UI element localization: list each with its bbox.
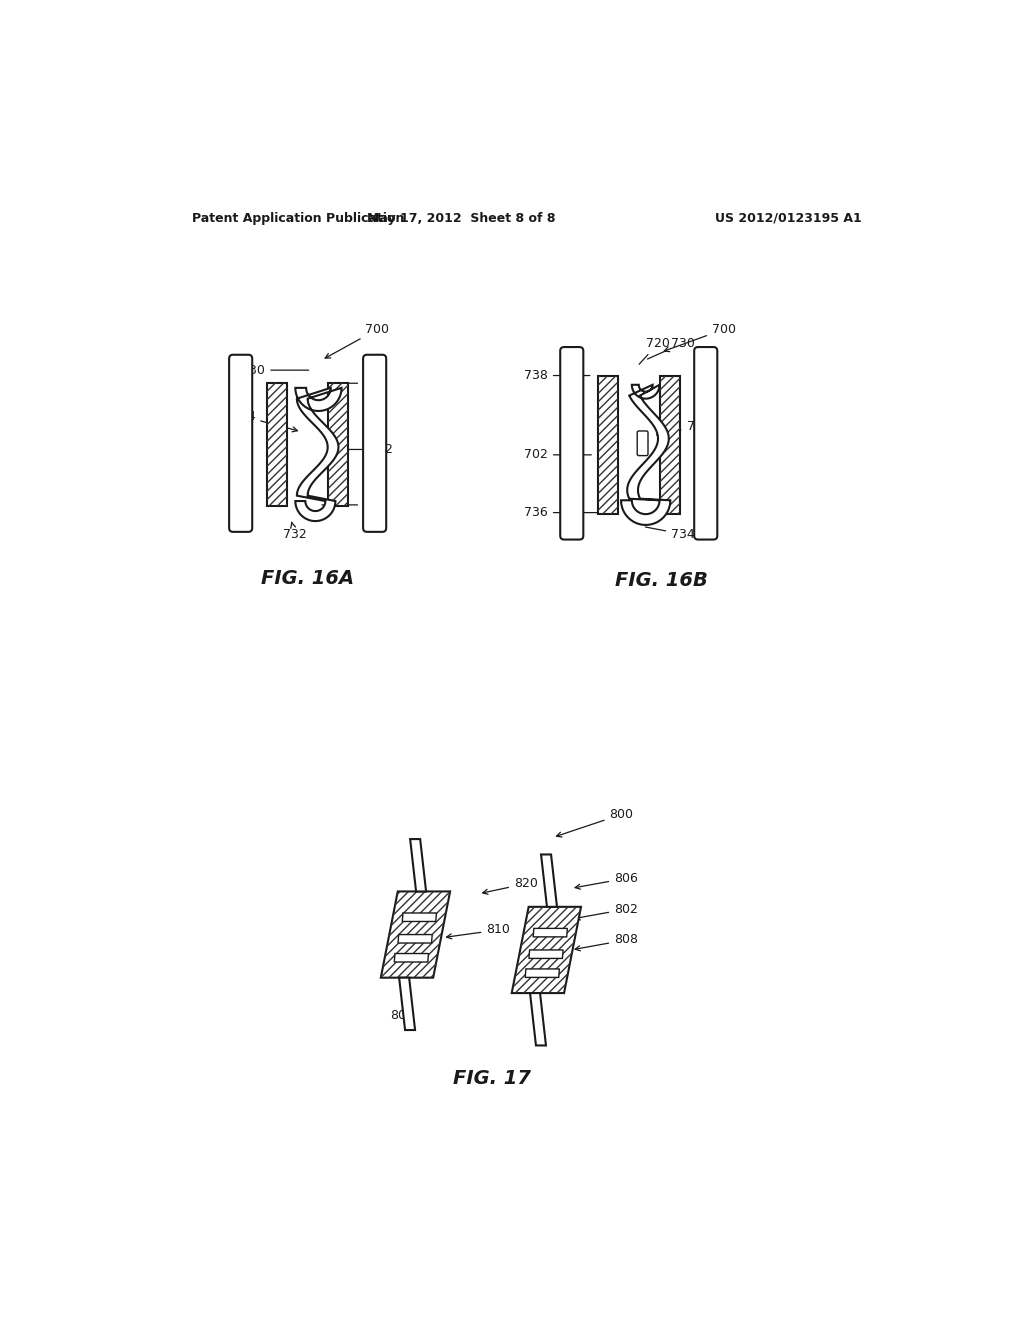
Bar [598,376,617,515]
Text: 806: 806 [575,871,638,890]
Bar [659,376,680,515]
Polygon shape [402,913,436,921]
Text: FIG. 17: FIG. 17 [454,1069,531,1088]
Text: FIG. 16B: FIG. 16B [615,570,709,590]
Text: 700: 700 [665,323,736,351]
Polygon shape [621,385,671,525]
Text: FIG. 16A: FIG. 16A [261,569,354,587]
Text: 734: 734 [645,527,695,541]
Text: 810: 810 [446,924,510,939]
Text: 800: 800 [556,808,634,837]
Bar [267,383,287,507]
Bar [267,383,287,507]
Polygon shape [534,928,567,937]
Polygon shape [530,993,546,1045]
Text: 734: 734 [231,409,297,432]
Text: 732: 732 [656,420,711,436]
Text: 738: 738 [524,370,590,381]
Polygon shape [411,840,426,891]
FancyBboxPatch shape [364,355,386,532]
Polygon shape [399,978,415,1030]
Text: US 2012/0123195 A1: US 2012/0123195 A1 [716,213,862,224]
Bar [659,376,680,515]
Text: 804: 804 [390,999,414,1022]
Bar [329,383,348,507]
Text: 720: 720 [322,499,387,511]
FancyBboxPatch shape [560,347,584,540]
Text: 738: 738 [332,376,387,389]
Text: 730: 730 [242,363,309,376]
Text: 702: 702 [524,449,591,462]
Polygon shape [512,907,581,993]
Polygon shape [541,854,557,907]
FancyBboxPatch shape [229,355,252,532]
Bar [329,383,348,507]
Text: May 17, 2012  Sheet 8 of 8: May 17, 2012 Sheet 8 of 8 [368,213,556,224]
Text: 808: 808 [575,933,638,950]
Polygon shape [525,969,559,977]
Polygon shape [398,935,432,942]
Text: 820: 820 [482,878,538,894]
FancyBboxPatch shape [694,347,717,540]
Text: 702: 702 [347,444,393,455]
Text: 720: 720 [639,337,671,364]
FancyBboxPatch shape [637,430,648,455]
Text: 730: 730 [647,337,695,359]
Polygon shape [529,950,563,958]
Text: 802: 802 [575,903,638,920]
Text: 736: 736 [524,506,605,519]
Polygon shape [295,388,342,521]
Polygon shape [394,953,428,962]
Bar [598,376,617,515]
Polygon shape [381,891,451,978]
Text: Patent Application Publication: Patent Application Publication [193,213,404,224]
Text: 732: 732 [283,523,307,541]
Text: 700: 700 [326,323,389,358]
